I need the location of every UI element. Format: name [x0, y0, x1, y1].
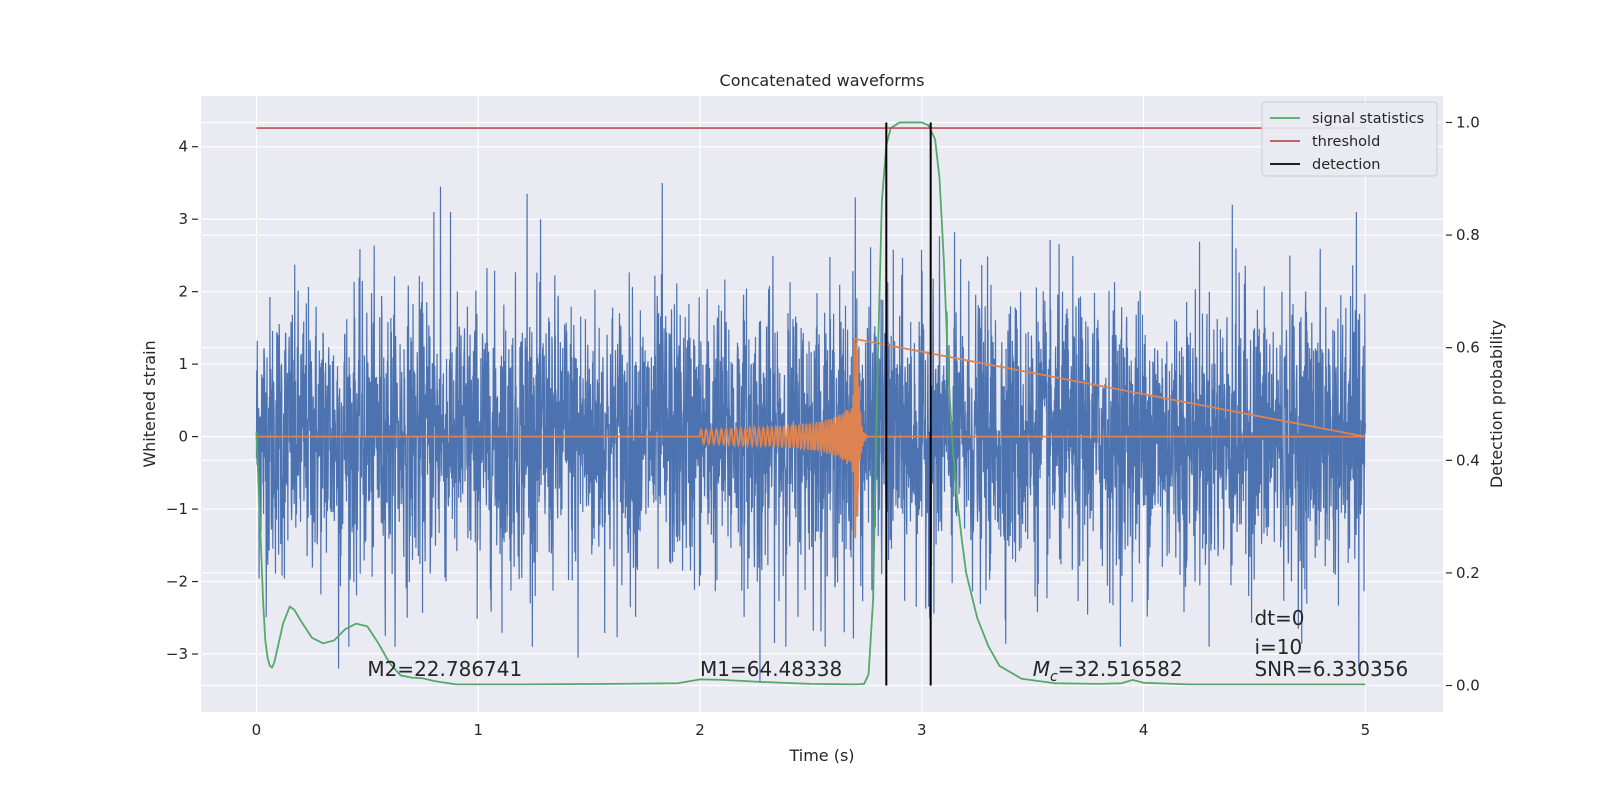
y-axis-right-label: Detection probability [1487, 320, 1506, 488]
legend-label-detection: detection [1312, 157, 1380, 173]
y-tick-label: −1 [166, 500, 188, 518]
annotation-text: M2=22.786741 [367, 657, 522, 681]
annotation-text: dt=0 [1254, 606, 1304, 630]
y-tick-label: 2 [178, 283, 188, 301]
signal-statistics-line [255, 121, 1366, 686]
x-tick-label: 3 [917, 721, 927, 739]
legend-label-threshold: threshold [1312, 134, 1380, 150]
template-series-line [256, 337, 1366, 539]
annotation-text: M1=64.48338 [700, 657, 842, 681]
x-tick-label: 4 [1139, 721, 1149, 739]
strain-series-line [255, 182, 1366, 684]
x-axis-label: Time (s) [788, 746, 854, 765]
chart-title: Concatenated waveforms [720, 71, 925, 90]
x-tick-label: 5 [1361, 721, 1371, 739]
x-tick-label: 1 [473, 721, 483, 739]
y-tick-label: 3 [178, 210, 188, 228]
y-tick-label: 0 [178, 428, 188, 446]
y-right-tick-label: 1.0 [1456, 113, 1480, 131]
annotation-text: Mc=32.516582 [1033, 657, 1183, 685]
y-tick-label: 4 [178, 138, 188, 156]
legend: signal statistics threshold detection [1261, 101, 1438, 177]
y-tick-label: 1 [178, 355, 188, 373]
x-tick-label: 2 [695, 721, 705, 739]
annotation-text: i=10 [1254, 635, 1302, 659]
x-tick-label: 0 [252, 721, 262, 739]
y-axis-label: Whitened strain [140, 340, 159, 467]
y-right-tick-label: 0.2 [1456, 564, 1480, 582]
y-right-tick-label: 0.0 [1456, 677, 1480, 695]
y-right-tick-label: 0.8 [1456, 226, 1480, 244]
tick-layer: 0 1 2 3 4 5 −3 −2 −1 0 1 2 3 4 0.0 0.2 0.4 0.6 0.8 1.0 [166, 113, 1480, 739]
legend-label-signal: signal statistics [1312, 111, 1424, 127]
annotation-text: SNR=6.330356 [1254, 657, 1408, 681]
legend-box [1261, 101, 1438, 177]
y-tick-label: −2 [166, 573, 188, 591]
annotation-layer: M2=22.786741 M1=64.48338 Mc=32.516582 dt=0 i… [367, 606, 1408, 685]
y-right-tick-label: 0.4 [1456, 451, 1480, 469]
y-right-tick-label: 0.6 [1456, 339, 1480, 357]
y-tick-label: −3 [166, 645, 188, 663]
series-layer [255, 121, 1366, 686]
